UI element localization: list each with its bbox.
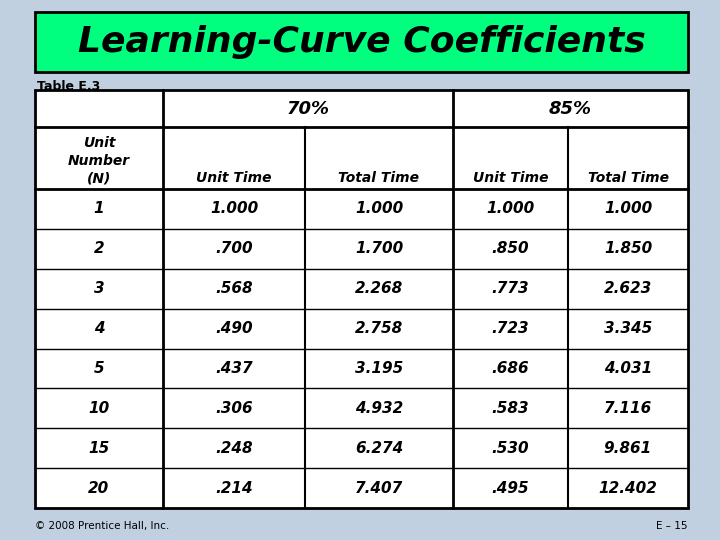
Text: © 2008 Prentice Hall, Inc.: © 2008 Prentice Hall, Inc.	[35, 521, 169, 531]
Text: .490: .490	[215, 321, 253, 336]
Text: .306: .306	[215, 401, 253, 416]
Text: .214: .214	[215, 481, 253, 496]
Text: .568: .568	[215, 281, 253, 296]
Text: 20: 20	[89, 481, 109, 496]
Text: 1: 1	[94, 201, 104, 217]
Text: 7.116: 7.116	[604, 401, 652, 416]
Text: .723: .723	[492, 321, 529, 336]
Text: 4.932: 4.932	[355, 401, 403, 416]
Text: 6.274: 6.274	[355, 441, 403, 456]
Text: 2.268: 2.268	[355, 281, 403, 296]
Text: Table E.3: Table E.3	[37, 80, 100, 93]
Text: .686: .686	[492, 361, 529, 376]
Text: Unit Time: Unit Time	[197, 171, 271, 185]
Text: .583: .583	[492, 401, 529, 416]
Text: 1.000: 1.000	[604, 201, 652, 217]
Text: 85%: 85%	[549, 99, 592, 118]
Text: 2.758: 2.758	[355, 321, 403, 336]
Text: 4.031: 4.031	[604, 361, 652, 376]
Text: 4: 4	[94, 321, 104, 336]
Text: Total Time: Total Time	[338, 171, 420, 185]
Text: 3: 3	[94, 281, 104, 296]
Text: 1.000: 1.000	[355, 201, 403, 217]
Text: 10: 10	[89, 401, 109, 416]
Text: 9.861: 9.861	[604, 441, 652, 456]
Bar	[35, 12, 688, 72]
Text: Unit Time: Unit Time	[473, 171, 548, 185]
Text: Total Time: Total Time	[588, 171, 668, 185]
Text: 1.000: 1.000	[210, 201, 258, 217]
Text: Unit
Number
(N): Unit Number (N)	[68, 137, 130, 185]
Text: 70%: 70%	[287, 99, 330, 118]
Text: .773: .773	[492, 281, 529, 296]
Text: 3.195: 3.195	[355, 361, 403, 376]
Text: 1.850: 1.850	[604, 241, 652, 256]
Text: 3.345: 3.345	[604, 321, 652, 336]
Text: E – 15: E – 15	[657, 521, 688, 531]
Text: .700: .700	[215, 241, 253, 256]
Text: 15: 15	[89, 441, 109, 456]
Text: .437: .437	[215, 361, 253, 376]
Text: 7.407: 7.407	[355, 481, 403, 496]
Text: Learning-Curve Coefficients: Learning-Curve Coefficients	[78, 25, 645, 59]
Text: 12.402: 12.402	[598, 481, 657, 496]
Text: 2: 2	[94, 241, 104, 256]
Text: .530: .530	[492, 441, 529, 456]
Text: .850: .850	[492, 241, 529, 256]
Text: 5: 5	[94, 361, 104, 376]
Text: .248: .248	[215, 441, 253, 456]
Text: 2.623: 2.623	[604, 281, 652, 296]
Text: 1.700: 1.700	[355, 241, 403, 256]
Bar	[35, 90, 688, 508]
Text: 1.000: 1.000	[487, 201, 535, 217]
Text: .495: .495	[492, 481, 529, 496]
